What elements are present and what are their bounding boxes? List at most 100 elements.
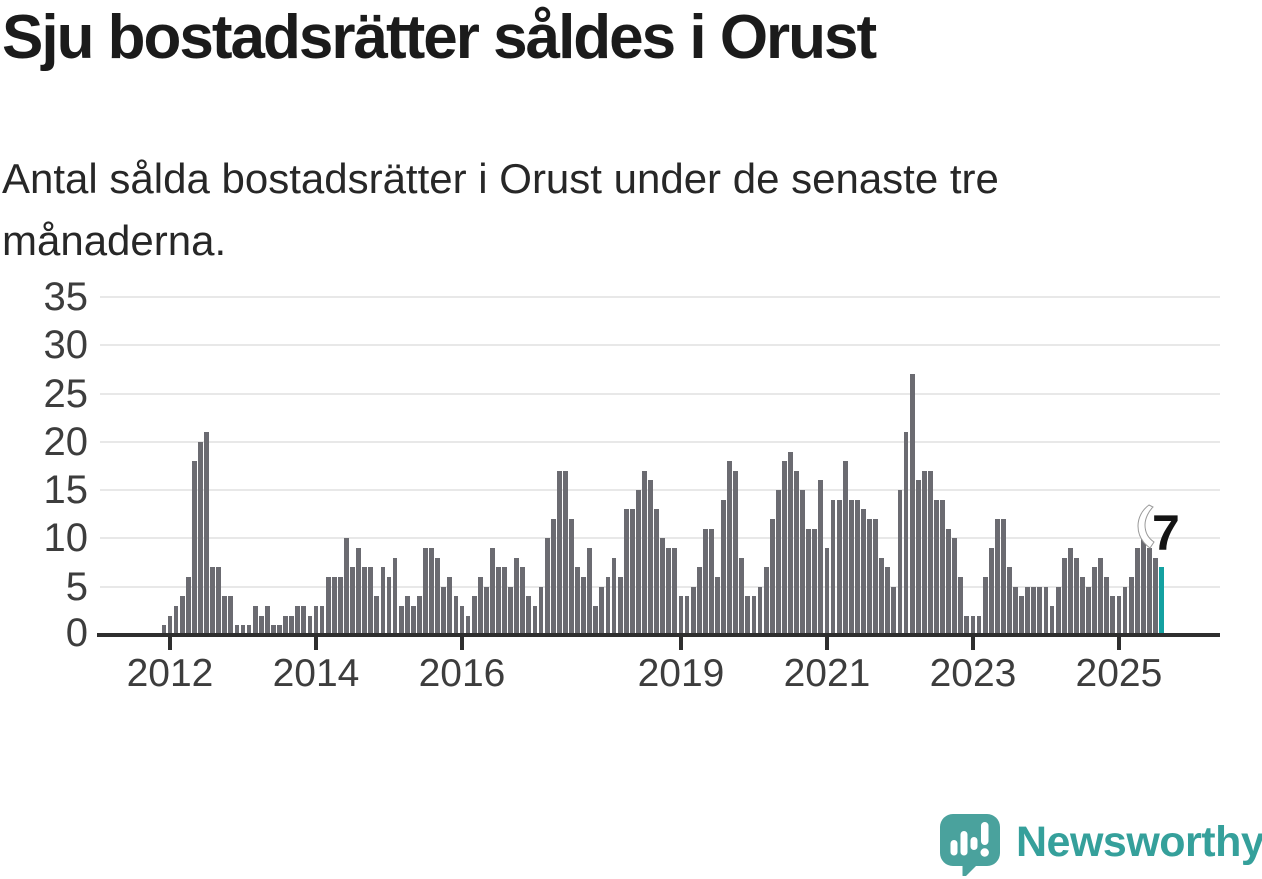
bar xyxy=(459,606,465,635)
bar xyxy=(970,615,976,635)
bar xyxy=(745,596,751,635)
bar xyxy=(739,557,745,635)
bar xyxy=(891,586,897,635)
y-axis-label: 15 xyxy=(43,468,89,513)
gridline xyxy=(100,296,1220,298)
bar xyxy=(1037,586,1043,635)
bar xyxy=(307,615,313,635)
bar xyxy=(295,606,301,635)
bar xyxy=(1092,567,1097,635)
bar xyxy=(562,470,568,635)
highlighted-bar xyxy=(1159,567,1164,635)
bar xyxy=(429,548,434,635)
bar xyxy=(964,615,970,635)
bar xyxy=(350,567,355,635)
bar xyxy=(788,451,793,635)
newsworthy-logo-text: Newsworthy xyxy=(1016,817,1262,866)
bar xyxy=(179,596,185,635)
x-axis-label: 2014 xyxy=(272,652,360,695)
bar xyxy=(258,615,264,635)
bar xyxy=(958,577,964,635)
x-axis-label: 2021 xyxy=(783,652,871,695)
bar xyxy=(204,432,209,635)
bar xyxy=(1134,548,1140,635)
axis-tick xyxy=(1116,637,1121,650)
bar xyxy=(477,577,483,635)
bar xyxy=(435,557,441,635)
bar xyxy=(319,606,325,635)
bar xyxy=(684,596,690,635)
bar xyxy=(593,606,599,635)
axis-tick xyxy=(313,637,318,650)
gridline xyxy=(100,489,1220,492)
bar xyxy=(277,625,282,635)
bar xyxy=(781,461,787,635)
newsworthy-logo[interactable]: Newsworthy xyxy=(938,812,1262,876)
bar xyxy=(873,519,879,635)
bar xyxy=(1104,577,1110,635)
bar xyxy=(483,586,489,635)
gridline xyxy=(100,585,1220,588)
bar xyxy=(465,615,471,635)
bar xyxy=(751,596,757,635)
axis-tick xyxy=(824,637,829,650)
bar xyxy=(1116,596,1122,635)
bar xyxy=(502,567,507,635)
bar xyxy=(733,470,739,635)
bar xyxy=(690,586,696,635)
bar xyxy=(489,548,495,635)
bar xyxy=(702,528,708,635)
bar xyxy=(678,596,684,635)
bar xyxy=(386,577,392,635)
bar xyxy=(283,615,288,635)
bar xyxy=(642,470,647,635)
bar xyxy=(581,577,587,635)
bar xyxy=(672,548,678,635)
bar xyxy=(210,567,215,635)
bar xyxy=(392,557,398,635)
bar xyxy=(161,625,167,635)
bar xyxy=(216,567,222,635)
bar xyxy=(982,577,988,635)
bar xyxy=(885,567,891,635)
bar xyxy=(952,538,958,635)
bar xyxy=(1153,557,1158,635)
y-axis-label: 30 xyxy=(43,323,89,368)
bar xyxy=(879,557,885,635)
bar xyxy=(538,586,544,635)
bar xyxy=(1000,519,1006,635)
bar xyxy=(903,432,909,635)
bar xyxy=(854,499,860,635)
bar xyxy=(575,567,580,635)
bar xyxy=(526,596,532,635)
bar xyxy=(222,596,228,635)
y-axis-label: 5 xyxy=(65,564,88,609)
bar xyxy=(715,577,720,635)
bar xyxy=(994,519,1000,635)
axis-tick xyxy=(459,637,464,650)
bar xyxy=(806,528,812,635)
bar xyxy=(824,548,830,635)
bar xyxy=(666,548,672,635)
bar xyxy=(532,606,538,635)
x-axis-label: 2023 xyxy=(929,652,1017,695)
bar xyxy=(605,577,611,635)
bar xyxy=(623,509,629,635)
bar xyxy=(191,461,197,635)
bar xyxy=(1007,567,1012,635)
bar xyxy=(167,615,173,635)
bar xyxy=(362,567,368,635)
bar xyxy=(1061,557,1067,635)
axis-tick xyxy=(678,637,683,650)
bar xyxy=(337,577,343,635)
bar xyxy=(775,490,781,635)
gridline xyxy=(100,440,1220,443)
bar xyxy=(611,557,617,635)
bar xyxy=(374,596,380,635)
bar xyxy=(228,596,234,635)
bar xyxy=(417,596,422,635)
x-axis-label: 2025 xyxy=(1075,652,1163,695)
bar xyxy=(264,606,270,635)
bar xyxy=(380,567,386,635)
